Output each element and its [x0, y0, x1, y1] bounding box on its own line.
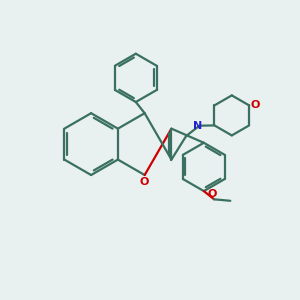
Text: O: O — [250, 100, 260, 110]
Text: O: O — [140, 177, 149, 188]
Text: N: N — [193, 121, 203, 131]
Text: O: O — [207, 189, 217, 199]
